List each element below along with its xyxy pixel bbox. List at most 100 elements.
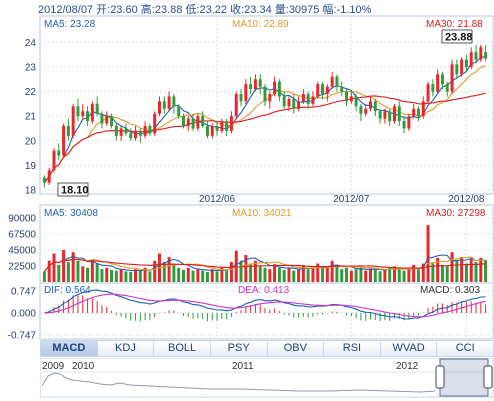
volume-bar xyxy=(52,253,56,282)
low-marker-label: 18.10 xyxy=(61,185,89,197)
volume-bar xyxy=(311,267,315,282)
volume-bar xyxy=(426,225,430,282)
volume-bar xyxy=(186,267,190,282)
candle-body xyxy=(177,106,181,117)
macd-dif-line xyxy=(44,289,486,320)
volume-bar xyxy=(369,268,372,282)
candle-body xyxy=(186,118,190,126)
macd-panel-frame xyxy=(39,282,494,340)
tab-obv[interactable]: OBV xyxy=(266,340,324,357)
candle-body xyxy=(76,106,80,117)
volume-bar xyxy=(239,260,243,282)
volume-bar xyxy=(345,267,349,282)
candle-body xyxy=(249,84,253,90)
candle-body xyxy=(90,103,94,122)
volume-bar xyxy=(282,269,286,282)
volume-bar xyxy=(416,269,420,282)
volume-bar xyxy=(201,270,205,282)
candle-body xyxy=(277,81,281,97)
volume-bar xyxy=(383,269,387,282)
candle-body xyxy=(162,101,166,109)
navigator-selection[interactable] xyxy=(439,358,489,397)
candle-body xyxy=(52,150,56,171)
volume-bar xyxy=(244,254,248,282)
candle-body xyxy=(431,84,435,92)
navigator-right-handle[interactable] xyxy=(483,365,493,389)
nav-watermark: ... xyxy=(200,387,208,397)
volume-bar xyxy=(373,269,377,282)
low-label: 低: xyxy=(185,4,200,16)
volume-bar xyxy=(129,272,133,282)
candle-body xyxy=(201,116,205,126)
candle-body xyxy=(306,94,310,104)
candle-body xyxy=(412,108,416,117)
candle-body xyxy=(95,103,99,114)
candle-body xyxy=(364,108,368,114)
candle-body xyxy=(57,150,61,156)
volume-bar xyxy=(258,266,262,282)
candle-body xyxy=(402,121,406,129)
volume-bar xyxy=(292,270,296,282)
volume-value: 30975 xyxy=(288,4,320,16)
candle-body xyxy=(383,111,387,119)
volume-bar xyxy=(172,263,176,282)
tab-wvad[interactable]: WVAD xyxy=(379,340,437,357)
tab-kdj[interactable]: KDJ xyxy=(96,340,154,357)
candle-body xyxy=(436,74,440,92)
candle-body xyxy=(287,98,291,107)
tab-macd[interactable]: MACD xyxy=(40,340,97,357)
candle-body xyxy=(268,94,272,102)
price-y-tick-label: 21 xyxy=(25,112,37,123)
volume-bar xyxy=(114,270,118,282)
candle-body xyxy=(105,116,109,124)
navigator-left-handle[interactable] xyxy=(435,365,445,389)
candle-body xyxy=(469,52,473,67)
candle-body xyxy=(369,101,372,109)
open-value: 23.60 xyxy=(110,4,138,16)
tab-psy[interactable]: PSY xyxy=(209,340,267,357)
price-y-tick-label: 22 xyxy=(25,87,37,98)
volume-bar xyxy=(62,250,66,282)
candle-body xyxy=(129,133,133,139)
volume-bar xyxy=(306,269,310,282)
volume-bar xyxy=(110,269,114,282)
candle-body xyxy=(388,111,392,122)
volume-bar xyxy=(484,259,488,282)
volume-moving-averages xyxy=(43,254,486,272)
volume-ma10-label: MA10: 34021 xyxy=(232,208,292,219)
candle-body xyxy=(100,113,104,124)
range-navigator[interactable]: 2009 2010 2011 2012 ... xyxy=(40,358,494,398)
open-label: 开: xyxy=(96,4,111,16)
candle-body xyxy=(124,128,128,134)
volume-bar xyxy=(263,267,267,282)
price-y-tick-label: 20 xyxy=(25,136,37,147)
navigator-history-line xyxy=(41,372,436,393)
volume-bar xyxy=(330,260,334,282)
candle-body xyxy=(392,106,396,122)
candle-body xyxy=(66,126,70,136)
volume-bar xyxy=(359,267,363,282)
volume-bar xyxy=(349,270,353,282)
low-marker: 18.10 xyxy=(57,182,89,197)
price-ma5-label: MA5: 23.28 xyxy=(44,19,96,30)
high-marker-label: 23.88 xyxy=(445,32,473,44)
volume-bar xyxy=(440,264,444,282)
volume-bar xyxy=(234,250,238,282)
volume-bar xyxy=(407,267,411,282)
price-panel-frame xyxy=(39,15,494,195)
candle-body xyxy=(426,84,430,102)
tab-cci[interactable]: CCI xyxy=(436,340,494,357)
volume-bar xyxy=(210,269,214,282)
macd-histogram xyxy=(48,295,487,322)
candle-body xyxy=(167,96,171,109)
candle-body xyxy=(158,101,161,114)
macd-dea-line xyxy=(44,293,486,318)
candle-body xyxy=(263,86,267,102)
candle-body xyxy=(172,96,176,107)
candle-body xyxy=(445,84,449,92)
tab-rsi[interactable]: RSI xyxy=(323,340,380,357)
candle-body xyxy=(258,79,262,87)
volume-bar xyxy=(378,271,382,282)
tab-boll[interactable]: BOLL xyxy=(153,340,210,357)
volume-bar xyxy=(335,266,339,282)
